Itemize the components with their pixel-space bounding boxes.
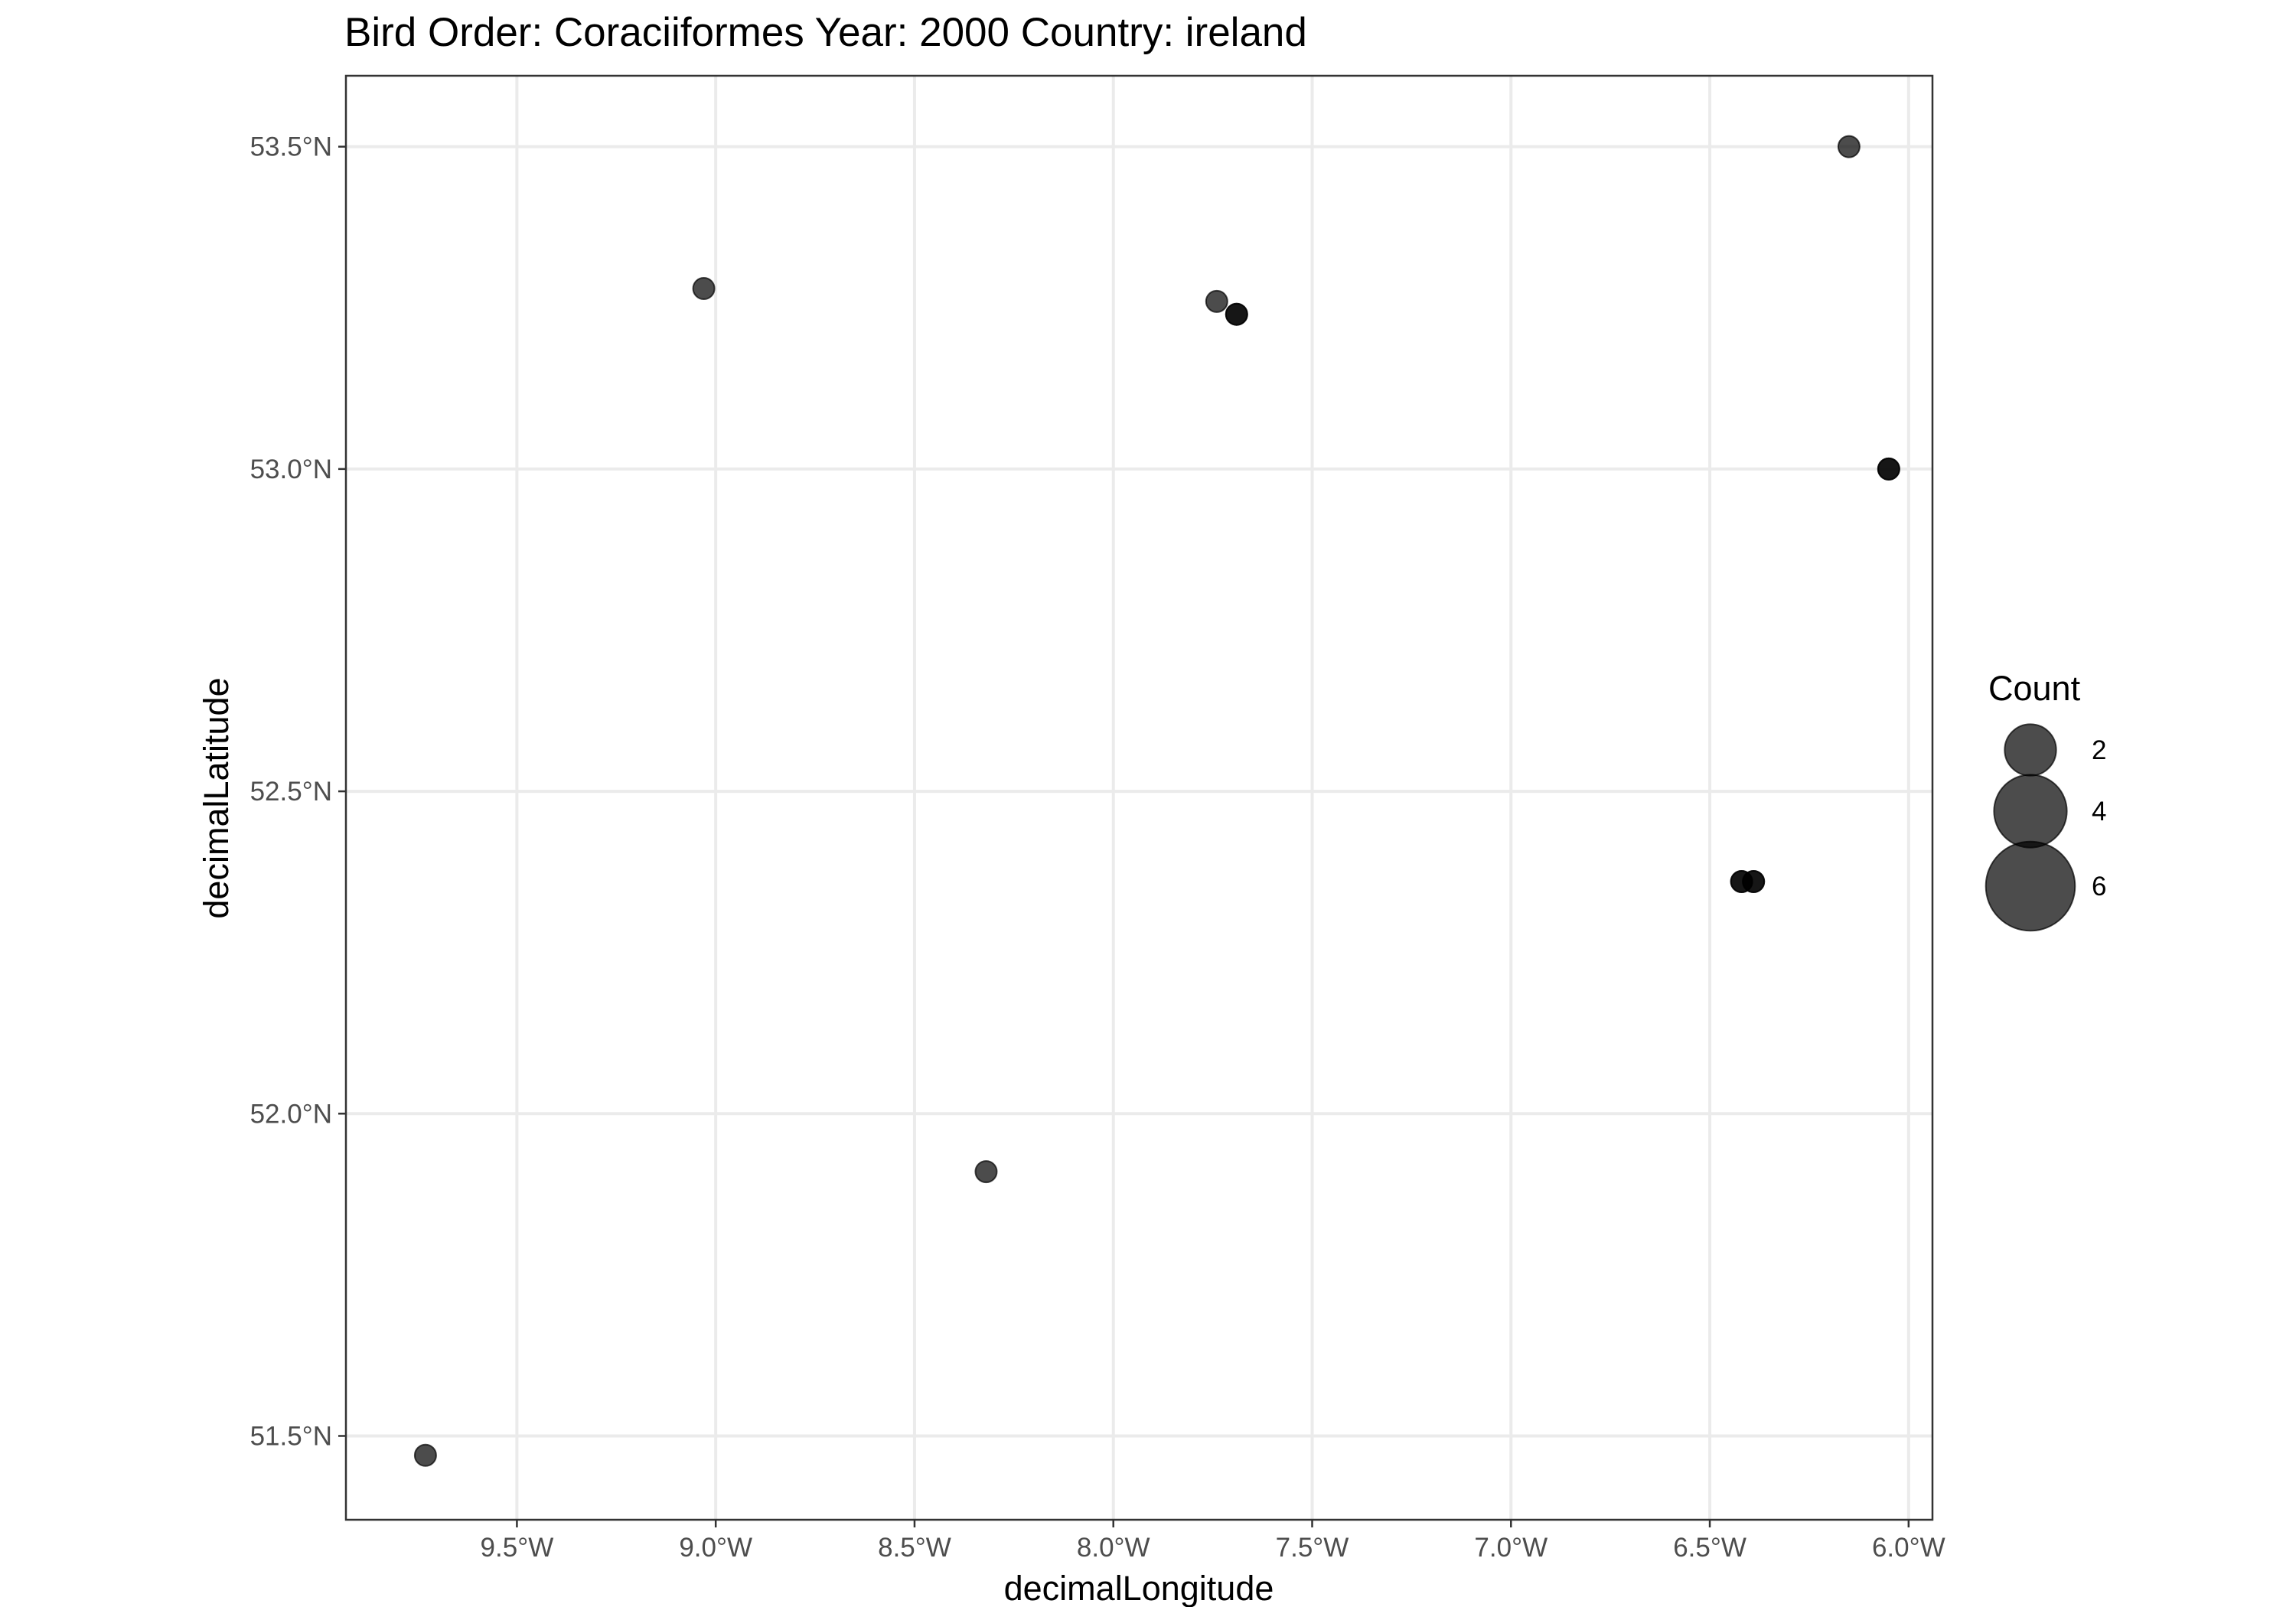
legend-label: 6 bbox=[2092, 872, 2106, 901]
axes: 9.5°W 9.0°W 8.5°W 8.0°W 7.5°W 7.0°W 6.5°W 6.0°W… bbox=[250, 132, 1945, 1563]
y-tick-label: 52.0°N bbox=[250, 1099, 332, 1129]
plot-panel bbox=[344, 74, 1934, 1521]
data-point bbox=[1205, 289, 1228, 313]
x-tick-label: 8.5°W bbox=[878, 1533, 951, 1563]
data-point bbox=[413, 1443, 437, 1467]
plot-background bbox=[346, 76, 1932, 1520]
x-tick-label: 9.0°W bbox=[679, 1533, 752, 1563]
legend-key bbox=[1993, 774, 2068, 849]
x-tick-label: 8.0°W bbox=[1077, 1533, 1150, 1563]
y-tick-label: 53.5°N bbox=[250, 132, 332, 162]
y-tick-label: 52.5°N bbox=[250, 777, 332, 807]
x-axis-title: decimalLongitude bbox=[1004, 1569, 1274, 1607]
x-tick-label: 6.0°W bbox=[1872, 1533, 1945, 1563]
legend-key bbox=[1985, 840, 2076, 932]
data-point bbox=[692, 276, 716, 300]
data-points bbox=[413, 135, 1900, 1467]
data-point bbox=[974, 1160, 998, 1184]
y-axis-title: decimalLatitude bbox=[197, 677, 236, 918]
data-point bbox=[1877, 457, 1900, 481]
x-tick-label: 7.5°W bbox=[1276, 1533, 1349, 1563]
y-tick-label: 53.0°N bbox=[250, 455, 332, 484]
y-tick-label: 51.5°N bbox=[250, 1421, 332, 1451]
grid-lines bbox=[346, 76, 1932, 1520]
data-point bbox=[1225, 302, 1248, 326]
data-point bbox=[1742, 870, 1766, 894]
x-tick-label: 6.5°W bbox=[1673, 1533, 1746, 1563]
x-tick-label: 9.5°W bbox=[481, 1533, 554, 1563]
chart-title: Bird Order: Coraciiformes Year: 2000 Cou… bbox=[344, 10, 1307, 55]
legend-title: Count bbox=[1988, 669, 2081, 708]
data-point bbox=[1837, 135, 1861, 158]
legend-label: 2 bbox=[2092, 735, 2106, 765]
legend-label: 4 bbox=[2092, 797, 2106, 826]
legend-key bbox=[2004, 723, 2057, 777]
size-legend: Count 2 4 6 bbox=[1985, 669, 2106, 932]
x-tick-label: 7.0°W bbox=[1474, 1533, 1548, 1563]
